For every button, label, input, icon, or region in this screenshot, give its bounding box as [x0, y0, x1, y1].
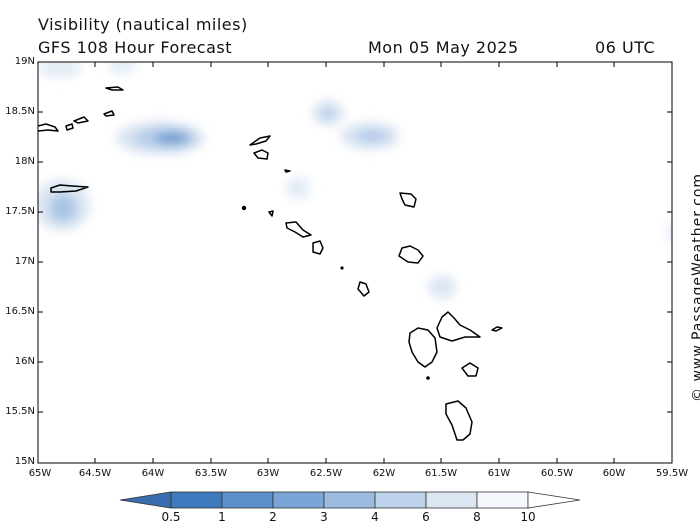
lon-label-59-5w: 59.5W [655, 468, 689, 479]
colorbar-label-6: 6 [422, 510, 430, 524]
lon-label-62-5w: 62.5W [309, 468, 343, 479]
island-st-croix [50, 184, 89, 193]
colorbar-label-0-5: 0.5 [161, 510, 181, 524]
island-montserrat [357, 281, 370, 297]
island-culebra [65, 123, 74, 131]
forecast-label: GFS 108 Hour Forecast [38, 38, 233, 57]
colorbar-label-2: 2 [269, 510, 277, 524]
lon-label-63w: 63W [256, 468, 280, 479]
lat-label-17n: 17N [14, 256, 35, 267]
lon-label-64w: 64W [141, 468, 165, 479]
colorbar-bin-2 [221, 491, 274, 509]
colorbar-low-arrow [119, 491, 172, 509]
lat-label-17-5n: 17.5N [5, 206, 35, 217]
island-st-thomas [73, 116, 89, 124]
colorbar-high-arrow [527, 491, 581, 509]
lon-label-61w: 61W [487, 468, 511, 479]
lon-label-63-5w: 63.5W [194, 468, 228, 479]
visibility-shading [38, 62, 672, 299]
lon-label-64-5w: 64.5W [78, 468, 112, 479]
lat-label-18-5n: 18.5N [5, 106, 35, 117]
island-tortola [105, 86, 124, 91]
map-frame [37, 61, 673, 464]
colorbar [119, 491, 581, 509]
colorbar-label-10: 10 [520, 510, 536, 524]
colorbar-bin-6 [425, 491, 478, 509]
colorbar-label-1: 1 [218, 510, 226, 524]
lat-label-15-5n: 15.5N [5, 406, 35, 417]
small-islands [241, 205, 430, 380]
island-marie-galante [461, 362, 479, 377]
island-barbuda [399, 192, 417, 208]
lon-label-60w: 60W [602, 468, 626, 479]
island-anguilla [249, 135, 271, 146]
island-puerto-rico-east [37, 123, 59, 132]
island-les-saintes [426, 376, 430, 380]
lat-label-16n: 16N [14, 356, 35, 367]
island-st-john [103, 110, 115, 117]
island-st-barts [284, 169, 291, 173]
island-st-martin [253, 149, 269, 160]
lat-label-19n: 19N [14, 56, 35, 67]
axis-ticks [38, 61, 672, 463]
colorbar-bin-1 [170, 491, 223, 509]
island-nevis [312, 240, 324, 255]
island-saba [241, 205, 247, 211]
colorbar-bin-4 [323, 491, 376, 509]
map-title: Visibility (nautical miles) [38, 15, 248, 34]
island-st-kitts [285, 221, 312, 238]
lat-label-16-5n: 16.5N [5, 306, 35, 317]
island-dominica [445, 400, 473, 441]
colorbar-bin-7 [476, 491, 529, 509]
colorbar-label-4: 4 [371, 510, 379, 524]
forecast-date: Mon 05 May 2025 [368, 38, 519, 57]
island-sint-eustatius [268, 210, 274, 217]
forecast-time: 06 UTC [595, 38, 656, 57]
site-credit: © www.PassageWeather.com [690, 172, 700, 402]
colorbar-label-3: 3 [320, 510, 328, 524]
colorbar-label-8: 8 [473, 510, 481, 524]
colorbar-bin-3 [272, 491, 325, 509]
island-guadeloupe-grande-terre [436, 311, 481, 342]
island-antigua [398, 245, 424, 264]
island-redonda [340, 266, 344, 270]
lon-label-60-5w: 60.5W [540, 468, 574, 479]
lat-label-15n: 15N [14, 456, 35, 467]
island-la-desirade [491, 326, 503, 332]
lon-label-62w: 62W [372, 468, 396, 479]
lat-label-18n: 18N [14, 156, 35, 167]
island-guadeloupe-basse-terre [408, 327, 438, 368]
lon-label-65w: 65W [28, 468, 52, 479]
coastlines [37, 86, 503, 441]
lon-label-61-5w: 61.5W [424, 468, 458, 479]
colorbar-bin-5 [374, 491, 427, 509]
